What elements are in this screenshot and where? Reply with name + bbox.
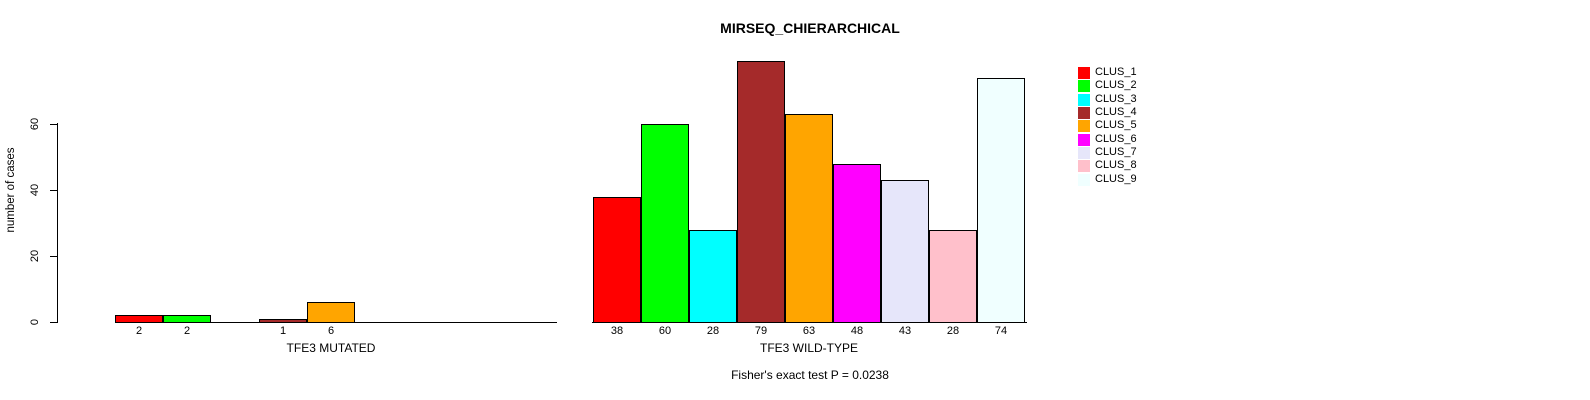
legend-label: CLUS_4	[1095, 106, 1137, 118]
bar-clus_2	[163, 315, 211, 323]
y-tick-label: 40	[29, 183, 41, 197]
y-tick-mark	[50, 190, 58, 191]
legend-label: CLUS_8	[1095, 159, 1137, 171]
legend-item-clus_8: CLUS_8	[1078, 159, 1137, 172]
bar-value-label: 48	[850, 325, 864, 337]
bar-value-label: 6	[327, 325, 335, 337]
y-tick-mark	[50, 124, 58, 125]
bar-value-label: 74	[994, 325, 1008, 337]
bar-clus_9	[977, 78, 1025, 323]
bar-clus_1	[115, 315, 163, 323]
legend-label: CLUS_1	[1095, 66, 1137, 78]
x-axis-label-mutated: TFE3 MUTATED	[286, 341, 376, 355]
legend-swatch-icon	[1078, 159, 1090, 172]
bar-value-label: 2	[135, 325, 143, 337]
bar-value-label: 63	[802, 325, 816, 337]
y-tick-mark	[50, 256, 58, 257]
y-axis-label: number of cases	[5, 147, 17, 233]
y-axis-line	[57, 123, 58, 323]
legend-label: CLUS_6	[1095, 133, 1137, 145]
bar-clus_2	[641, 124, 689, 323]
y-tick-label: 60	[29, 117, 41, 131]
bar-clus_4	[259, 319, 307, 323]
legend-label: CLUS_9	[1095, 173, 1137, 185]
fisher-test-annotation: Fisher's exact test P = 0.0238	[731, 368, 889, 382]
y-tick-label: 0	[29, 318, 41, 326]
legend-swatch-icon	[1078, 106, 1090, 119]
bar-clus_5	[307, 302, 355, 323]
x-axis-label-wildtype: TFE3 WILD-TYPE	[759, 341, 859, 355]
legend-item-clus_4: CLUS_4	[1078, 106, 1137, 119]
bar-value-label: 28	[946, 325, 960, 337]
bar-clus_6	[833, 164, 881, 323]
legend-swatch-icon	[1078, 93, 1090, 106]
bar-clus_7	[881, 180, 929, 323]
bar-value-label: 43	[898, 325, 912, 337]
bar-clus_1	[593, 197, 641, 323]
bar-value-label: 2	[183, 325, 191, 337]
bar-clus_8	[929, 230, 977, 323]
legend-swatch-icon	[1078, 146, 1090, 159]
legend-item-clus_1: CLUS_1	[1078, 66, 1137, 79]
bar-value-label: 79	[754, 325, 768, 337]
y-tick-mark	[50, 322, 58, 323]
legend-item-clus_5: CLUS_5	[1078, 119, 1137, 132]
legend-item-clus_7: CLUS_7	[1078, 146, 1137, 159]
legend-item-clus_3: CLUS_3	[1078, 93, 1137, 106]
chart-title: MIRSEQ_CHIERARCHICAL	[720, 20, 900, 36]
legend-swatch-icon	[1078, 66, 1090, 79]
legend-label: CLUS_2	[1095, 79, 1137, 91]
legend-swatch-icon	[1078, 133, 1090, 146]
legend-item-clus_2: CLUS_2	[1078, 79, 1137, 92]
legend-swatch-icon	[1078, 173, 1090, 186]
bar-value-label: 60	[658, 325, 672, 337]
bar-clus_3	[689, 230, 737, 323]
bar-value-label: 28	[706, 325, 720, 337]
legend-label: CLUS_5	[1095, 119, 1137, 131]
bar-clus_4	[737, 61, 785, 323]
legend-item-clus_9: CLUS_9	[1078, 173, 1137, 186]
legend-swatch-icon	[1078, 79, 1090, 92]
legend-swatch-icon	[1078, 119, 1090, 132]
y-tick-label: 20	[29, 249, 41, 263]
bar-value-label: 1	[279, 325, 287, 337]
legend-item-clus_6: CLUS_6	[1078, 133, 1137, 146]
bar-value-label: 38	[610, 325, 624, 337]
legend-label: CLUS_7	[1095, 146, 1137, 158]
legend-label: CLUS_3	[1095, 93, 1137, 105]
bar-clus_5	[785, 114, 833, 323]
